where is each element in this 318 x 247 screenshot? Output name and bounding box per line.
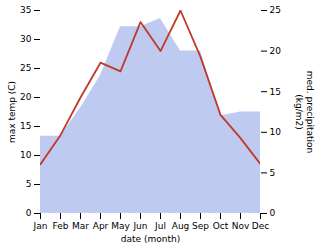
svg-text:May: May — [111, 221, 130, 231]
svg-text:10: 10 — [270, 127, 282, 137]
svg-text:date (month): date (month) — [121, 234, 180, 244]
svg-text:Mar: Mar — [72, 221, 89, 231]
svg-text:35: 35 — [20, 5, 31, 15]
svg-text:25: 25 — [270, 5, 281, 15]
svg-text:20: 20 — [20, 92, 32, 102]
svg-text:Jul: Jul — [154, 221, 166, 231]
svg-text:15: 15 — [20, 121, 31, 131]
svg-text:25: 25 — [20, 63, 31, 73]
svg-text:Aug: Aug — [172, 221, 190, 231]
svg-text:Dec: Dec — [252, 221, 269, 231]
svg-text:5: 5 — [26, 179, 32, 189]
svg-text:Jun: Jun — [132, 221, 147, 231]
html-text:med. precipitation (kg/m2): med. precipitation (kg/m2) — [294, 70, 315, 153]
svg-text:20: 20 — [270, 46, 282, 56]
svg-text:Nov: Nov — [232, 221, 250, 231]
svg-text:Jan: Jan — [33, 221, 48, 231]
svg-text:Apr: Apr — [93, 221, 109, 231]
svg-text:0: 0 — [270, 208, 276, 218]
svg-text:15: 15 — [270, 87, 281, 97]
svg-text:10: 10 — [20, 150, 32, 160]
svg-text:max temp (C): max temp (C) — [7, 81, 17, 143]
svg-text:Feb: Feb — [53, 221, 69, 231]
svg-text:30: 30 — [20, 34, 32, 44]
svg-text:5: 5 — [270, 168, 276, 178]
svg-text:Sep: Sep — [192, 221, 209, 231]
svg-text:0: 0 — [26, 208, 32, 218]
svg-text:Oct: Oct — [213, 221, 229, 231]
